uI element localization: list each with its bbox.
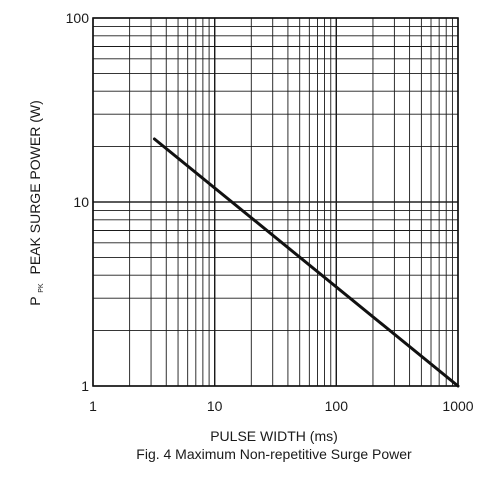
- y-axis-label: P PK PEAK SURGE POWER (W): [27, 100, 46, 305]
- x-tick-label: 1: [89, 398, 97, 414]
- series-line-0: [152, 137, 460, 388]
- x-tick-label: 100: [325, 398, 349, 414]
- x-tick-label: 10: [207, 398, 223, 414]
- y-tick-label: 10: [73, 194, 89, 210]
- y-axis-label-group: P PK PEAK SURGE POWER (W): [27, 100, 46, 305]
- figure-caption: Fig. 4 Maximum Non-repetitive Surge Powe…: [136, 446, 412, 462]
- y-tick-label: 1: [81, 378, 89, 394]
- x-axis-label: PULSE WIDTH (ms): [210, 428, 338, 444]
- tick-labels: 1 10 100 1000 1 10 100: [66, 10, 474, 414]
- y-tick-label: 100: [66, 10, 90, 26]
- grid-lines: [92, 17, 459, 387]
- plot-border: [92, 17, 459, 387]
- y-axis-label-text: PEAK SURGE POWER (W): [27, 100, 43, 274]
- y-axis-label-main: P: [27, 297, 43, 306]
- x-tick-label: 1000: [442, 398, 473, 414]
- series-layer: [152, 137, 460, 388]
- plot-frame: [92, 17, 459, 387]
- y-axis-label-subscript: PK: [38, 283, 45, 293]
